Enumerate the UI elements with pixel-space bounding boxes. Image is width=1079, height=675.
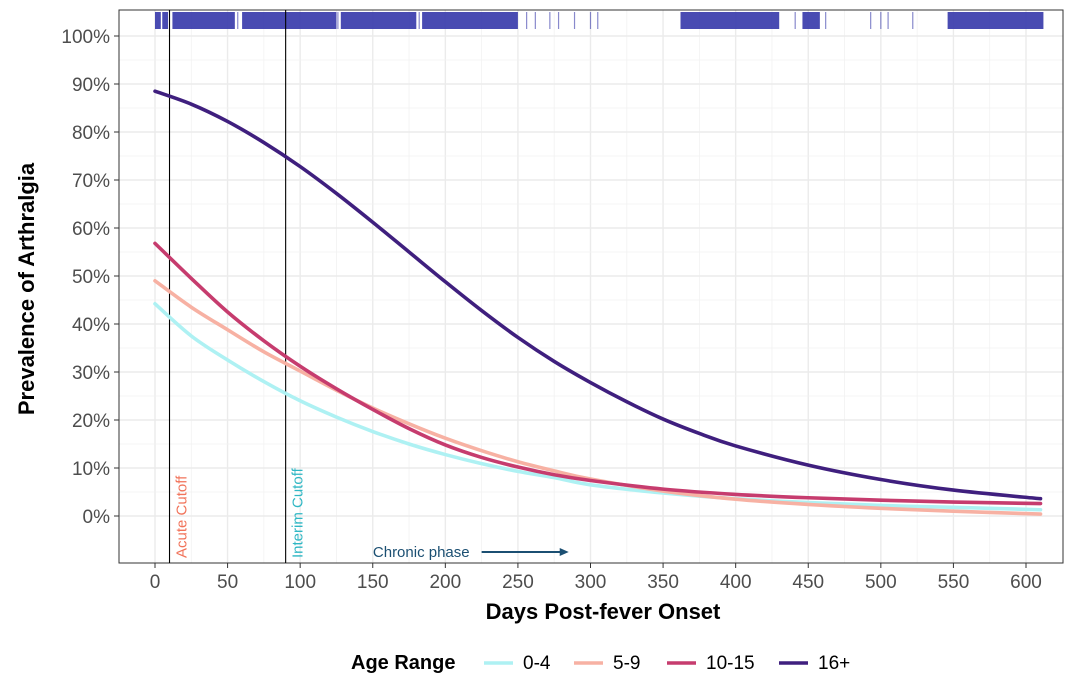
legend-title: Age Range <box>351 652 455 674</box>
chronic-phase-arrowhead <box>559 548 569 556</box>
legend-label-16+: 16+ <box>818 653 850 674</box>
y-axis-title: Prevalence of Arthralgia <box>14 162 39 415</box>
y-tick-label: 10% <box>72 459 110 480</box>
rug-mark-band <box>155 12 161 29</box>
x-axis-title: Days Post-fever Onset <box>486 599 721 624</box>
series-line-0-4 <box>153 302 1043 512</box>
legend-item-5-9: 5-9 <box>574 653 640 674</box>
series-line-16+ <box>153 89 1043 501</box>
y-tick-label: 100% <box>61 27 110 48</box>
x-tick-label: 450 <box>792 572 824 593</box>
y-tick-label: 20% <box>72 411 110 432</box>
x-tick-label: 500 <box>865 572 897 593</box>
y-tick-label: 80% <box>72 123 110 144</box>
x-tick-label: 50 <box>217 572 238 593</box>
x-axis: 0 50 100 150 200 250 300 350 400 450 500 550 600 <box>150 563 1042 593</box>
y-tick-label: 30% <box>72 363 110 384</box>
legend-label-0-4: 0-4 <box>523 653 551 674</box>
cutoff-lines: Acute Cutoff Interim Cutoff <box>168 10 307 563</box>
x-tick-label: 0 <box>150 572 161 593</box>
x-tick-label: 400 <box>720 572 752 593</box>
x-tick-label: 550 <box>938 572 970 593</box>
legend-label-5-9: 5-9 <box>613 653 640 674</box>
rug-mark-band <box>162 12 169 29</box>
x-tick-label: 300 <box>575 572 607 593</box>
rug-mark-band <box>680 12 780 29</box>
y-tick-label: 90% <box>72 75 110 96</box>
legend: Age Range 0-4 5-9 10-15 16+ <box>351 652 850 674</box>
chronic-phase-label: Chronic phase <box>373 544 470 561</box>
y-tick-label: 60% <box>72 219 110 240</box>
rug-mark-band <box>340 12 417 29</box>
legend-item-16+: 16+ <box>779 653 850 674</box>
interim-cutoff-label: Interim Cutoff <box>290 467 307 558</box>
rug-mark-band <box>242 12 337 29</box>
annotation-layer: Chronic phase <box>373 544 569 561</box>
series-line-5-9 <box>153 279 1043 516</box>
series-line-10-15 <box>153 241 1043 506</box>
x-tick-label: 250 <box>502 572 534 593</box>
y-tick-label: 50% <box>72 267 110 288</box>
y-axis: 0% 10% 20% 30% 40% 50% 60% 70% 80% 90% 100% <box>61 27 119 528</box>
rug-mark-band <box>947 12 1044 29</box>
x-tick-label: 100 <box>284 572 316 593</box>
legend-items: 0-4 5-9 10-15 16+ <box>484 653 850 674</box>
rug-layer <box>155 12 1044 29</box>
y-tick-label: 40% <box>72 315 110 336</box>
x-tick-label: 150 <box>357 572 389 593</box>
rug-mark-band <box>422 12 518 29</box>
y-tick-label: 0% <box>83 507 111 528</box>
legend-item-0-4: 0-4 <box>484 653 551 674</box>
legend-item-10-15: 10-15 <box>667 653 755 674</box>
y-tick-label: 70% <box>72 171 110 192</box>
x-tick-label: 350 <box>647 572 679 593</box>
x-tick-label: 200 <box>429 572 461 593</box>
rug-mark-band <box>172 12 235 29</box>
acute-cutoff-label: Acute Cutoff <box>174 475 191 558</box>
series-layer <box>153 89 1043 516</box>
x-tick-label: 600 <box>1010 572 1042 593</box>
rug-mark-band <box>802 12 820 29</box>
legend-label-10-15: 10-15 <box>706 653 755 674</box>
